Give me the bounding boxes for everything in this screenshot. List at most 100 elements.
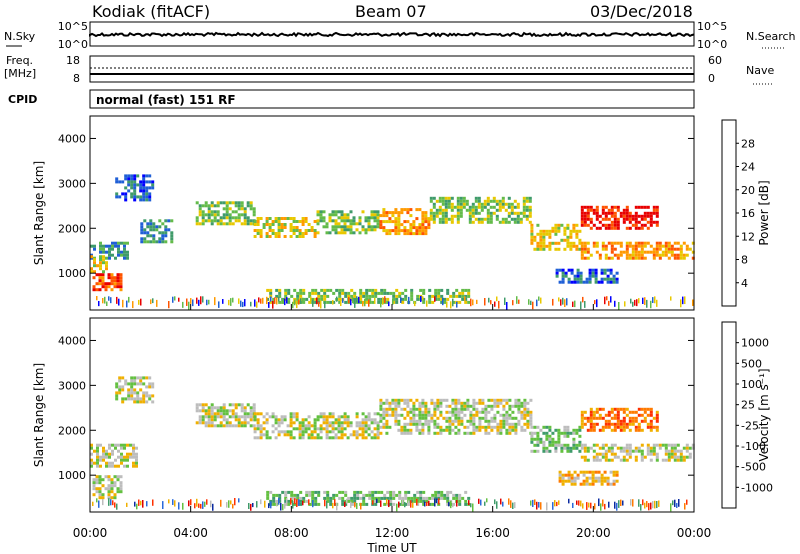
velocity-cell bbox=[484, 410, 488, 414]
power-cell bbox=[444, 217, 448, 221]
velocity-cell bbox=[293, 502, 297, 506]
velocity-cell bbox=[649, 413, 653, 417]
velocity-cell bbox=[487, 425, 491, 429]
velocity-cell bbox=[364, 418, 368, 422]
power-cell bbox=[277, 235, 281, 238]
velocity-speckle bbox=[622, 500, 624, 506]
power-cell bbox=[522, 214, 526, 218]
velocity-cell bbox=[619, 428, 623, 432]
power-cell bbox=[560, 223, 564, 227]
velocity-cell bbox=[256, 412, 260, 416]
velocity-cell bbox=[523, 407, 527, 411]
velocity-cell bbox=[301, 421, 305, 425]
velocity-cell bbox=[262, 433, 266, 437]
velocity-cell bbox=[514, 425, 518, 429]
velocity-cell bbox=[529, 419, 533, 423]
velocity-cell bbox=[616, 422, 620, 426]
velocity-cell bbox=[116, 487, 120, 491]
velocity-cell bbox=[570, 473, 574, 477]
power-cell bbox=[486, 199, 490, 203]
power-cell bbox=[572, 241, 576, 245]
velocity-cell bbox=[107, 487, 111, 491]
velocity-cell bbox=[526, 410, 530, 414]
velocity-cell bbox=[370, 430, 374, 434]
velocity-cell bbox=[225, 424, 229, 428]
velocity-cell bbox=[395, 493, 399, 497]
velocity-cell bbox=[111, 452, 114, 456]
velocity-speckle bbox=[572, 502, 574, 509]
velocity-cell bbox=[268, 436, 272, 440]
velocity-speckle bbox=[534, 499, 536, 506]
velocity-cell bbox=[478, 401, 482, 405]
velocity-cell bbox=[404, 496, 408, 500]
power-cell bbox=[588, 274, 592, 278]
velocity-cell bbox=[406, 401, 410, 405]
power-cell bbox=[198, 213, 202, 217]
velocity-cell bbox=[625, 446, 629, 450]
velocity-cell bbox=[421, 416, 425, 420]
velocity-cell bbox=[436, 401, 440, 405]
power-speckle bbox=[368, 299, 370, 307]
power-cell bbox=[146, 234, 150, 238]
power-cell bbox=[649, 217, 653, 221]
velocity-cell bbox=[455, 496, 459, 500]
power-cell bbox=[295, 229, 299, 232]
velocity-cell bbox=[367, 427, 371, 431]
power-cell bbox=[471, 211, 475, 215]
power-cell bbox=[548, 247, 552, 251]
power-cell bbox=[397, 223, 401, 227]
power-cell bbox=[207, 213, 211, 217]
power-cell bbox=[404, 288, 408, 292]
velocity-cell bbox=[610, 452, 614, 456]
velocity-speckle bbox=[280, 503, 282, 511]
velocity-cell bbox=[434, 490, 438, 494]
power-speckle bbox=[594, 300, 596, 305]
power-speckle bbox=[110, 297, 112, 304]
power-cell bbox=[646, 214, 650, 218]
velocity-cell bbox=[625, 452, 629, 456]
power-cell bbox=[507, 202, 511, 206]
velocity-cell bbox=[586, 446, 590, 450]
velocity-cell bbox=[613, 455, 617, 459]
velocity-cell bbox=[358, 433, 362, 437]
velocity-cell bbox=[416, 490, 420, 494]
power-cell bbox=[118, 195, 122, 199]
velocity-cell bbox=[570, 476, 574, 480]
power-speckle bbox=[572, 301, 574, 308]
velocity-cell bbox=[130, 388, 134, 392]
velocity-cell bbox=[616, 413, 620, 417]
power-cell bbox=[373, 216, 377, 220]
velocity-cell bbox=[484, 431, 488, 435]
power-cell bbox=[139, 198, 143, 202]
velocity-cell bbox=[117, 455, 120, 459]
velocity-cell bbox=[410, 499, 414, 503]
velocity-cell bbox=[361, 412, 365, 416]
velocity-cell bbox=[409, 431, 413, 435]
velocity-cell bbox=[96, 458, 99, 462]
power-cell bbox=[145, 192, 149, 196]
power-cell bbox=[643, 250, 647, 254]
power-cell bbox=[343, 225, 347, 229]
velocity-cell bbox=[464, 490, 468, 494]
power-y-tick-label: 4000 bbox=[58, 132, 86, 145]
power-cell bbox=[349, 222, 353, 226]
velocity-cell bbox=[392, 493, 396, 497]
velocity-cell bbox=[463, 407, 467, 411]
power-speckle bbox=[610, 296, 612, 303]
velocity-cell bbox=[557, 428, 561, 432]
velocity-speckle bbox=[468, 500, 470, 506]
power-cell bbox=[566, 244, 570, 248]
velocity-cell bbox=[108, 446, 111, 450]
velocity-cell bbox=[469, 410, 473, 414]
velocity-cell bbox=[520, 416, 524, 420]
freq-label: Freq. bbox=[6, 54, 33, 67]
power-cell bbox=[429, 196, 433, 200]
velocity-cell bbox=[216, 415, 220, 419]
velocity-cell bbox=[451, 401, 455, 405]
power-speckle bbox=[382, 297, 384, 305]
power-cell bbox=[456, 214, 460, 218]
power-cell bbox=[489, 214, 493, 218]
velocity-cell bbox=[412, 419, 416, 423]
power-cell bbox=[119, 276, 123, 280]
velocity-cell bbox=[472, 428, 476, 432]
